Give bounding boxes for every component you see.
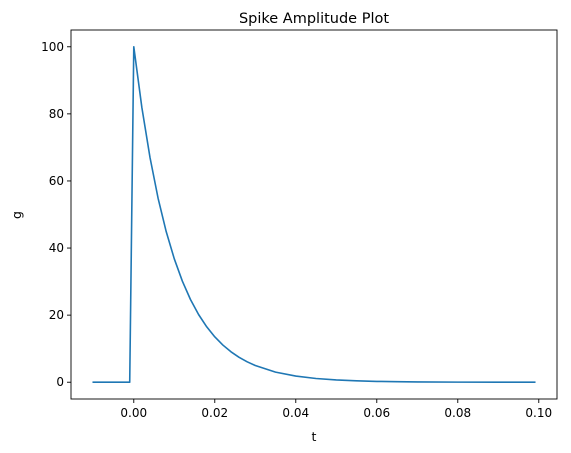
- x-tick-label: 0.10: [525, 406, 552, 420]
- x-tick-label: 0.06: [363, 406, 390, 420]
- series-line-0: [92, 45, 536, 384]
- plot-area: 0.00 0.02 0.04 0.06 0.08 0.10 0 20 40 60 80 100: [41, 29, 558, 420]
- x-tick-label: 0.02: [201, 406, 228, 420]
- x-tick-label: 0.00: [120, 406, 147, 420]
- plot-frame: [70, 29, 558, 400]
- y-tick-label: 100: [41, 40, 64, 54]
- chart-title: Spike Amplitude Plot: [239, 11, 389, 27]
- y-tick-label: 20: [49, 308, 64, 322]
- y-tick-label: 80: [49, 107, 64, 121]
- y-tick-label: 0: [56, 375, 64, 389]
- x-tick-label: 0.04: [282, 406, 309, 420]
- y-tick-label: 60: [49, 174, 64, 188]
- x-axis-label: t: [312, 429, 317, 444]
- y-tick-label: 40: [49, 241, 64, 255]
- x-tick-label: 0.08: [444, 406, 471, 420]
- y-axis-label: g: [9, 211, 24, 219]
